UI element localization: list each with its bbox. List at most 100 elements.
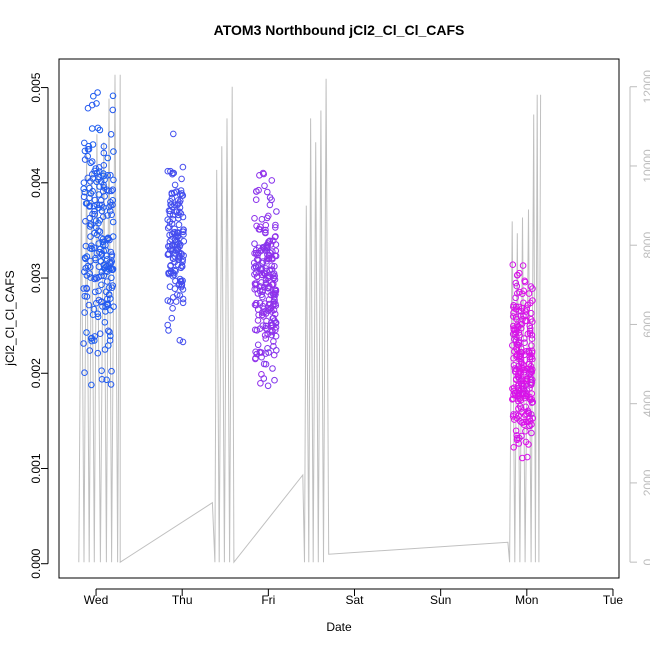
data-point xyxy=(84,146,92,153)
data-point xyxy=(268,328,275,336)
data-point xyxy=(96,330,104,338)
data-point xyxy=(168,236,175,243)
data-point xyxy=(93,275,100,282)
y-tick-label: 0.005 xyxy=(29,72,43,102)
data-point xyxy=(168,220,176,228)
data-point xyxy=(520,287,528,295)
data-point xyxy=(168,314,176,322)
data-point xyxy=(103,300,111,308)
data-point xyxy=(510,325,518,332)
data-point xyxy=(170,255,177,263)
data-point xyxy=(169,305,176,312)
data-point xyxy=(513,414,521,422)
data-point xyxy=(271,317,278,325)
data-point xyxy=(87,221,94,228)
data-point xyxy=(265,255,272,263)
data-point xyxy=(267,241,275,248)
data-point xyxy=(514,382,522,390)
data-point xyxy=(253,273,261,280)
data-point xyxy=(174,232,182,240)
data-point xyxy=(271,376,278,384)
data-point xyxy=(94,310,101,318)
data-point xyxy=(95,296,103,304)
x-tick-label: Fri xyxy=(261,593,275,607)
data-point xyxy=(509,342,516,349)
data-point xyxy=(526,393,533,401)
y-axis-label: jCl2_Cl_Cl_CAFS xyxy=(3,270,17,366)
data-point xyxy=(95,240,102,247)
data-point xyxy=(166,210,174,218)
x-axis-label: Date xyxy=(326,620,352,634)
data-point xyxy=(260,360,268,368)
data-point xyxy=(262,335,270,342)
data-point xyxy=(94,176,102,183)
data-point xyxy=(520,365,527,372)
data-point xyxy=(99,188,107,195)
data-point xyxy=(100,149,108,157)
data-point xyxy=(93,169,100,177)
data-point xyxy=(82,218,89,225)
data-point xyxy=(167,198,174,205)
data-point xyxy=(271,263,278,270)
data-point xyxy=(91,196,99,204)
x-tick-label: Sun xyxy=(430,593,451,607)
data-point xyxy=(96,126,104,134)
data-point xyxy=(258,371,265,378)
y-right-tick-label: 8000 xyxy=(641,232,650,259)
y-right-tick-label: 12000 xyxy=(641,70,650,104)
data-point xyxy=(167,262,175,269)
data-point xyxy=(179,213,187,221)
data-point xyxy=(261,182,268,190)
data-point xyxy=(89,170,96,178)
data-point xyxy=(519,262,527,269)
data-point xyxy=(89,187,96,195)
data-point xyxy=(109,92,117,100)
data-point xyxy=(509,261,517,269)
data-point xyxy=(172,188,180,196)
data-point xyxy=(82,264,90,272)
data-point xyxy=(272,224,279,231)
data-point xyxy=(258,311,266,319)
data-point xyxy=(88,381,95,389)
data-point xyxy=(252,269,260,277)
data-point xyxy=(528,331,536,339)
data-point xyxy=(107,131,115,138)
data-point xyxy=(513,315,520,323)
data-point xyxy=(98,367,105,375)
data-point xyxy=(523,365,531,373)
data-point xyxy=(104,172,111,179)
data-point xyxy=(104,295,111,303)
data-point xyxy=(98,201,106,209)
data-point xyxy=(108,367,115,375)
data-point xyxy=(80,179,88,186)
data-point xyxy=(270,338,277,345)
data-point xyxy=(521,411,529,419)
data-point xyxy=(176,243,183,250)
data-point xyxy=(511,365,519,372)
data-point xyxy=(98,234,105,242)
data-point xyxy=(272,287,280,295)
data-point xyxy=(169,170,176,178)
data-point xyxy=(260,313,267,320)
data-point xyxy=(516,288,523,296)
data-point xyxy=(109,106,117,114)
data-point xyxy=(81,369,88,377)
data-point xyxy=(512,376,520,384)
data-point xyxy=(177,197,184,205)
data-point xyxy=(265,272,272,280)
data-point xyxy=(514,271,521,279)
data-point xyxy=(265,212,272,220)
data-point xyxy=(259,293,266,301)
data-point xyxy=(515,405,522,412)
altitude-series xyxy=(78,74,542,564)
data-point xyxy=(513,282,521,290)
data-point xyxy=(257,247,265,255)
data-point xyxy=(521,277,528,285)
data-point xyxy=(102,267,110,275)
data-point xyxy=(91,288,99,296)
data-point xyxy=(517,396,525,404)
data-point xyxy=(252,196,260,203)
data-point xyxy=(510,322,517,330)
data-point xyxy=(164,321,171,329)
data-point xyxy=(100,184,108,191)
